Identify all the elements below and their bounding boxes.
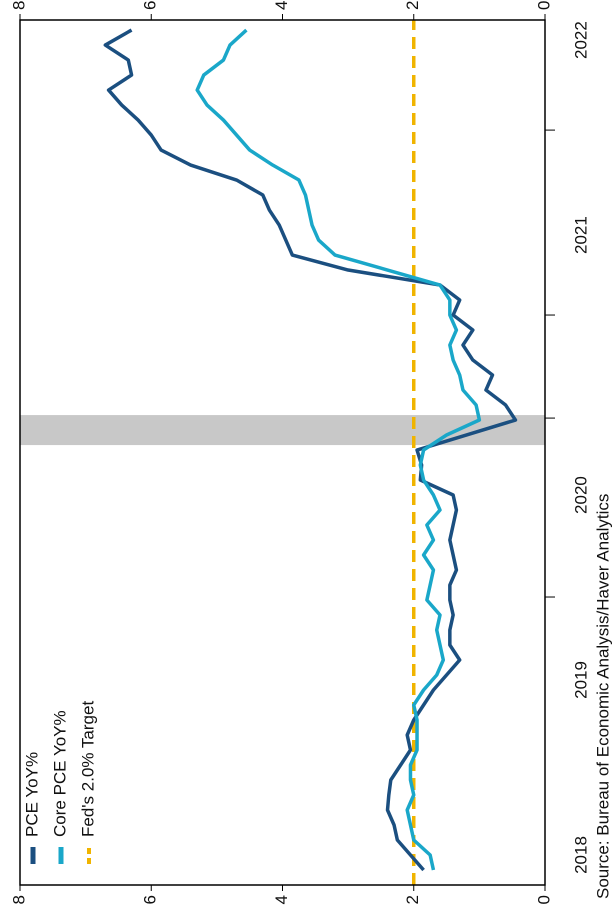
x-tick-label: 2019 (571, 661, 590, 699)
y-tick-label: 2 (403, 895, 422, 904)
y-tick-label: 0 (534, 1, 553, 10)
x-tick-label: 2021 (571, 216, 590, 254)
rotated-chart: 0 0 2 2 4 4 6 6 8 8 2018 2019 2020 2021 2022 PCE YoY% Co… (9, 1, 612, 905)
y-tick-label: 6 (141, 895, 160, 904)
y-tick-label: 8 (9, 1, 28, 10)
legend-label: Fed's 2.0% Target (78, 701, 97, 837)
y-tick-label: 2 (403, 1, 422, 10)
series-line (103, 28, 518, 872)
y-tick-label: 6 (141, 1, 160, 10)
y-tick-label: 4 (272, 895, 291, 904)
series-line (195, 28, 482, 871)
recession-shade (20, 415, 545, 446)
x-tick-label: 2018 (571, 836, 590, 874)
plot-frame (19, 19, 546, 886)
legend-label: PCE YoY% (22, 752, 41, 837)
x-tick-label: 2022 (571, 21, 590, 59)
y-tick-label: 0 (534, 895, 553, 904)
y-tick-label: 4 (272, 1, 291, 10)
y-tick-label: 8 (9, 895, 28, 904)
legend-label: Core PCE YoY% (50, 710, 69, 837)
x-tick-label: 2020 (571, 476, 590, 514)
source-note: Source: Bureau of Economic Analysis/Have… (593, 494, 612, 899)
